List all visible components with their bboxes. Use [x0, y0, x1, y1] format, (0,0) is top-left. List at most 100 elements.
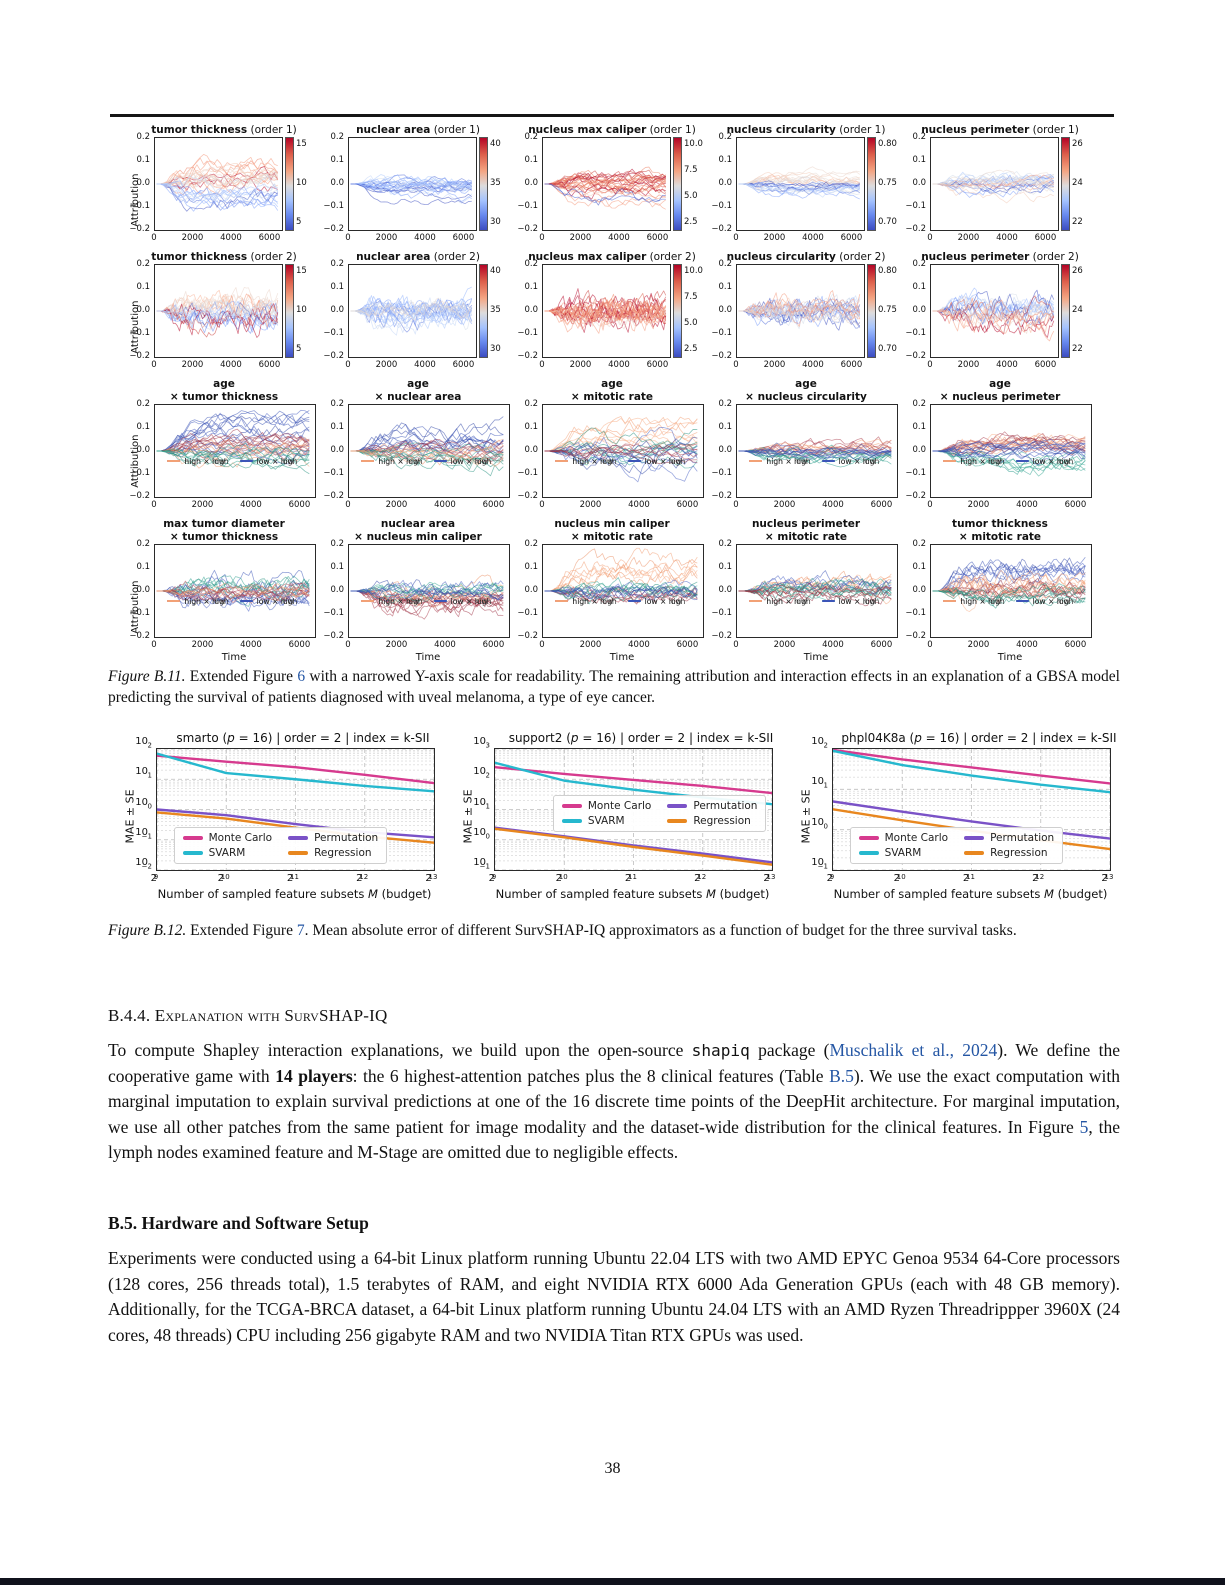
legend-item: low × low: [433, 597, 488, 606]
y-tick-label: 0.2: [912, 132, 926, 142]
reference-link[interactable]: 7: [296, 922, 305, 939]
x-axis-label: Number of sampled feature subsets M (bud…: [494, 887, 771, 901]
y-tick-label: −0.1: [517, 328, 538, 338]
colorbar-tick-label: 10.0: [684, 266, 703, 277]
x-tick-label: 2000: [579, 500, 602, 510]
reference-link[interactable]: B.5: [829, 1065, 854, 1086]
y-tick-label: 0.2: [718, 539, 732, 549]
y-tick-label: 0.1: [524, 155, 538, 165]
y-tick-label: 0.0: [330, 305, 344, 315]
panel-title: nucleus min caliper: [515, 518, 709, 531]
legend-swatch: [433, 599, 447, 603]
y-tick-label: −0.1: [905, 328, 926, 338]
plot-panel: nucleus max caliper (order 1) 0.2 0.1 0.0 −0…: [515, 124, 709, 244]
y-tick-label: 10 1: [135, 766, 152, 780]
plot-region: 0.2 0.1 0.0 −0.1 −0.2 10.0 7.5 5.0 2.5: [515, 259, 709, 361]
x-tick-label: 0: [151, 640, 157, 650]
x-tick-label: 0: [733, 360, 739, 370]
colorbar-tick-label: 0.70: [878, 216, 897, 227]
reference-link[interactable]: 6: [297, 668, 306, 685]
y-axis-label-gutter: MAE ± SE: [112, 748, 137, 871]
reference-link[interactable]: Muschalik et al., 2024: [829, 1040, 998, 1060]
legend-label: low × high: [450, 596, 492, 606]
y-tick-label: −0.2: [129, 224, 150, 234]
panel-title-text: × tumor thickness: [169, 391, 279, 403]
panel-title: nucleus max caliper (order 2): [515, 251, 709, 264]
y-tick-label: −0.2: [711, 491, 732, 501]
legend-label: Regression: [314, 846, 372, 859]
x-tick-labels: 0 2000 4000 6000: [927, 233, 1057, 244]
legend-swatch: [433, 459, 447, 463]
text-segment: Extended Figure: [185, 668, 298, 685]
legend-item: low × low: [821, 457, 876, 466]
x-tick-label: 2000: [967, 500, 990, 510]
y-tick-label: −0.1: [517, 201, 538, 211]
legend-item: low × low: [627, 597, 682, 606]
panel-title-text: nucleus max caliper: [528, 251, 647, 263]
y-tick-label: 0.2: [330, 259, 344, 269]
panel-title: nuclear area (order 2): [321, 251, 515, 264]
page-number: 38: [604, 1460, 621, 1477]
colorbar-tick-label: 35: [490, 178, 501, 188]
y-tick-label: −0.2: [517, 224, 538, 234]
colorbar-tick-label: 7.5: [684, 292, 698, 303]
legend-label: low × high: [1032, 596, 1074, 606]
plot-canvas: [931, 138, 1058, 230]
x-tick-label: 2000: [569, 233, 592, 243]
panel-title: × nucleus perimeter: [903, 391, 1097, 404]
x-tick-labels: 0 2000 4000 6000: [539, 360, 669, 371]
plot-box: [348, 137, 477, 231]
y-tick-label: 0.1: [912, 562, 926, 572]
x-axis-label: Number of sampled feature subsets M (bud…: [832, 887, 1109, 901]
plot-box: [930, 264, 1059, 358]
y-tick-label: 10 1: [811, 776, 828, 790]
x-tick-label: 2000: [375, 360, 398, 370]
plot-canvas: [349, 405, 509, 497]
y-tick-label: −0.1: [517, 608, 538, 618]
colorbar-zone: 40 35 30: [477, 137, 512, 231]
y-tick-label: 0.1: [330, 422, 344, 432]
panel-title: age: [127, 378, 321, 391]
x-tick-label: 2 11: [624, 873, 637, 884]
x-axis-label: Time: [415, 652, 441, 663]
paragraph-hardware: Experiments were conducted using a 64-bi…: [108, 1248, 1120, 1345]
plot-panel: nucleus min caliper × mitotic rate 0.2 0.1 0…: [515, 518, 709, 663]
y-tick-label: 10 −1: [473, 856, 490, 871]
legend-label: Monte Carlo: [208, 831, 273, 844]
text-segment: : the 6 highest-attention patches plus t…: [352, 1065, 830, 1086]
x-tick-label: 0: [539, 500, 545, 510]
y-tick-label: −0.1: [323, 468, 344, 478]
panel-order-text: (order 2): [835, 251, 886, 263]
legend-label: low × low: [1032, 596, 1070, 606]
x-tick-label: 2 11: [286, 873, 299, 884]
x-tick-label: 6000: [676, 500, 699, 510]
reference-link[interactable]: 5: [1079, 1116, 1089, 1137]
x-tick-label: 2000: [967, 640, 990, 650]
panel-title-text: nuclear area: [356, 251, 431, 263]
y-tick-labels: 0.2 0.1 0.0 −0.1 −0.2: [709, 399, 736, 501]
legend-label: low × low: [838, 596, 876, 606]
plot-panel: tumor thickness (order 2) 0.2 0.1 0.0 −0.1 −0…: [127, 251, 321, 371]
x-tick-label: 0: [345, 360, 351, 370]
x-axis-label-text: (budget): [377, 887, 432, 901]
panel-title: nuclear area (order 1): [321, 124, 515, 137]
x-tick-label: 2 13: [763, 873, 776, 884]
y-tick-labels: 0.2 0.1 0.0 −0.1 −0.2: [709, 539, 736, 641]
plot-region: 0.2 0.1 0.0 −0.1 −0.2 high × high high × low lo…: [127, 539, 321, 641]
plot-panel: age × nucleus perimeter 0.2 0.1 0.0 −0.1 −0.2 h…: [903, 378, 1097, 511]
colorbar: [285, 264, 294, 358]
y-tick-label: 0.0: [524, 305, 538, 315]
x-tick-label: 0: [345, 233, 351, 243]
x-tick-label: 4000: [240, 640, 262, 650]
x-tick-labels: 0 2000 4000 6000: [345, 500, 508, 511]
y-tick-label: −0.1: [323, 201, 344, 211]
legend-swatch: [749, 459, 763, 463]
legend-swatch: [288, 836, 309, 840]
y-tick-label: −0.1: [323, 608, 344, 618]
panel-order-text: (order 2): [430, 251, 480, 263]
panel-title: × nucleus circularity: [709, 391, 903, 404]
y-tick-label: 0.1: [330, 282, 344, 292]
y-tick-label: −0.1: [323, 328, 344, 338]
plot-box: high × high high × low low × high low × low: [736, 404, 898, 498]
colorbar-tick-label: 10: [296, 305, 307, 315]
